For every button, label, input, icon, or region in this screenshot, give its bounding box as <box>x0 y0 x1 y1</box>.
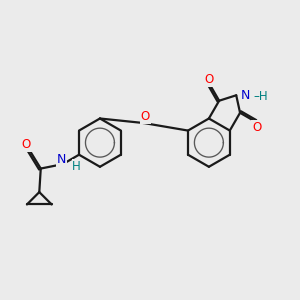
Text: H: H <box>72 160 81 173</box>
Text: O: O <box>252 121 262 134</box>
Text: O: O <box>21 139 31 152</box>
Text: N: N <box>241 89 250 102</box>
Text: N: N <box>57 153 66 166</box>
Text: O: O <box>204 73 214 86</box>
Text: O: O <box>141 110 150 123</box>
Text: –H: –H <box>253 90 268 103</box>
